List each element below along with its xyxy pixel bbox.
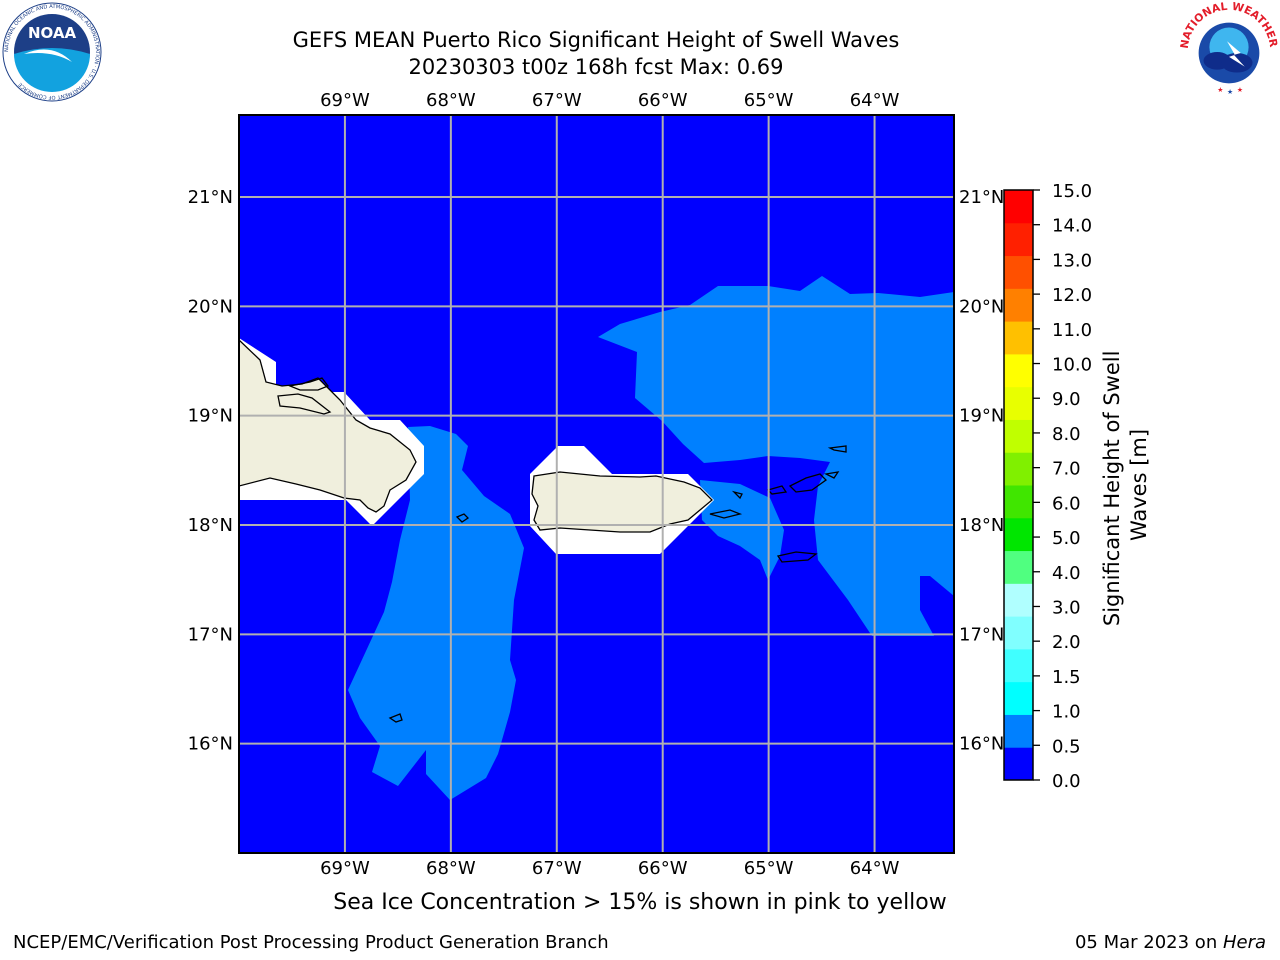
footer-branch: NCEP/EMC/Verification Post Processing Pr…	[13, 932, 609, 953]
colorbar-segment	[1004, 550, 1033, 584]
map-title: GEFS MEAN Puerto Rico Significant Height…	[292, 28, 900, 52]
colorbar-segment	[1004, 222, 1033, 257]
island-virgin-gorda	[823, 471, 840, 479]
nws-logo: NATIONAL WEATHER SERVICE ★ ★ ★	[1180, 2, 1278, 99]
colorbar-tick-label: 0.0	[1052, 771, 1081, 792]
island-hispaniola-small	[388, 713, 403, 723]
colorbar-segment	[1004, 386, 1033, 420]
colorbar-segment	[1004, 714, 1033, 748]
colorbar-tick-label: 2.0	[1052, 632, 1081, 653]
colorbar-segment	[1004, 747, 1033, 781]
colorbar-segment	[1004, 255, 1033, 289]
colorbar-segment	[1004, 452, 1033, 486]
graticule	[239, 115, 954, 853]
lon-label-bottom: 66°W	[638, 858, 688, 879]
lon-label-top: 64°W	[850, 90, 900, 111]
colorbar-tick-label: 13.0	[1052, 250, 1092, 271]
lat-label-left: 18°N	[188, 515, 233, 536]
colorbar-segment	[1004, 321, 1033, 355]
colorbar-tick-label: 0.5	[1052, 736, 1081, 757]
island-st-john	[788, 473, 828, 493]
island-st-thomas	[766, 485, 788, 495]
colorbar-tick-label: 8.0	[1052, 424, 1081, 445]
colorbar-tick-label: 4.0	[1052, 563, 1081, 584]
colorbar-tick-label: 6.0	[1052, 493, 1081, 514]
island-mona	[455, 513, 470, 523]
svg-text:★: ★	[1227, 88, 1233, 96]
colorbar-tick-label: 10.0	[1052, 355, 1092, 376]
colorbar-tick-label: 7.0	[1052, 459, 1081, 480]
lat-label-right: 19°N	[959, 406, 1004, 427]
lon-label-bottom: 68°W	[426, 858, 476, 879]
footer-host: Hera	[1222, 932, 1266, 953]
lon-label-top: 69°W	[320, 90, 370, 111]
lat-label-right: 16°N	[959, 734, 1004, 755]
colorbar-segment	[1004, 190, 1033, 224]
lon-label-top: 65°W	[744, 90, 794, 111]
colorbar-tick-label: 9.0	[1052, 389, 1081, 410]
colorbar: 0.0 0.5 1.0 1.5 2.0 3.0 4.0 5.0 6.0 7.0 8.0 9.0 10.0…	[1003, 181, 1092, 792]
lat-label-left: 20°N	[188, 296, 233, 317]
lat-label-right: 17°N	[959, 624, 1004, 645]
lat-label-left: 19°N	[188, 406, 233, 427]
noaa-logo: NATIONAL OCEANIC AND ATMOSPHERIC ADMINIS…	[2, 2, 102, 102]
colorbar-segment	[1004, 583, 1033, 617]
colorbar-segment	[1004, 419, 1033, 453]
swell-region-northeast	[598, 276, 954, 636]
lon-label-bottom: 65°W	[744, 858, 794, 879]
lon-label-bottom: 64°W	[850, 858, 900, 879]
island-vieques	[709, 509, 743, 519]
lat-label-left: 16°N	[188, 734, 233, 755]
colorbar-segment	[1004, 648, 1033, 683]
island-culebra	[731, 490, 743, 500]
colorbar-tick-label: 11.0	[1052, 320, 1092, 341]
footer-date: 05 Mar 2023 on Hera	[1074, 932, 1266, 953]
svg-text:★: ★	[1217, 86, 1223, 94]
lat-label-left: 17°N	[188, 624, 233, 645]
colorbar-tick-label: 3.0	[1052, 597, 1081, 618]
colorbar-segment	[1004, 288, 1033, 322]
colorbar-tick-label: 1.0	[1052, 702, 1081, 723]
colorbar-tick-label: 14.0	[1052, 216, 1092, 237]
colorbar-tick-label: 5.0	[1052, 528, 1081, 549]
lon-label-top: 67°W	[532, 90, 582, 111]
svg-text:★: ★	[1237, 86, 1243, 94]
coastline-hispaniola-peninsula	[287, 377, 330, 391]
sea-ice-note: Sea Ice Concentration > 15% is shown in …	[333, 890, 947, 915]
colorbar-tick-label: 15.0	[1052, 181, 1092, 202]
lon-label-top: 68°W	[426, 90, 476, 111]
map-frame	[238, 114, 955, 854]
island-st-croix	[776, 551, 818, 563]
colorbar-label: Significant Height of Swell Waves [m]	[1100, 344, 1151, 626]
colorbar-tick-label: 1.5	[1052, 667, 1081, 688]
lat-label-left: 21°N	[188, 187, 233, 208]
lat-label-right: 21°N	[959, 187, 1004, 208]
colorbar-frame	[1003, 189, 1034, 781]
lon-label-bottom: 69°W	[320, 858, 370, 879]
lat-label-right: 18°N	[959, 515, 1004, 536]
swell-region-mona-passage	[348, 426, 524, 800]
coastline-hispaniola-north	[277, 393, 332, 415]
map-subtitle: 20230303 t00z 168h fcst Max: 0.69	[408, 55, 784, 79]
colorbar-segment	[1004, 485, 1033, 519]
noaa-logo-text: NOAA	[28, 24, 77, 42]
coordinate-labels: 69°W 69°W 68°W 68°W 67°W 67°W 66°W 66°W 65°W 65°W…	[188, 90, 1005, 879]
colorbar-segment	[1004, 517, 1033, 552]
colorbar-segment	[1004, 681, 1033, 715]
island-anegada	[827, 445, 847, 453]
lon-label-top: 66°W	[638, 90, 688, 111]
swell-region-virgin-islands	[700, 480, 784, 580]
lon-label-bottom: 67°W	[532, 858, 582, 879]
land-puerto-rico	[531, 471, 713, 533]
colorbar-segment	[1004, 616, 1033, 650]
lat-label-right: 20°N	[959, 296, 1004, 317]
colorbar-segment	[1004, 353, 1033, 388]
colorbar-tick-label: 12.0	[1052, 285, 1092, 306]
